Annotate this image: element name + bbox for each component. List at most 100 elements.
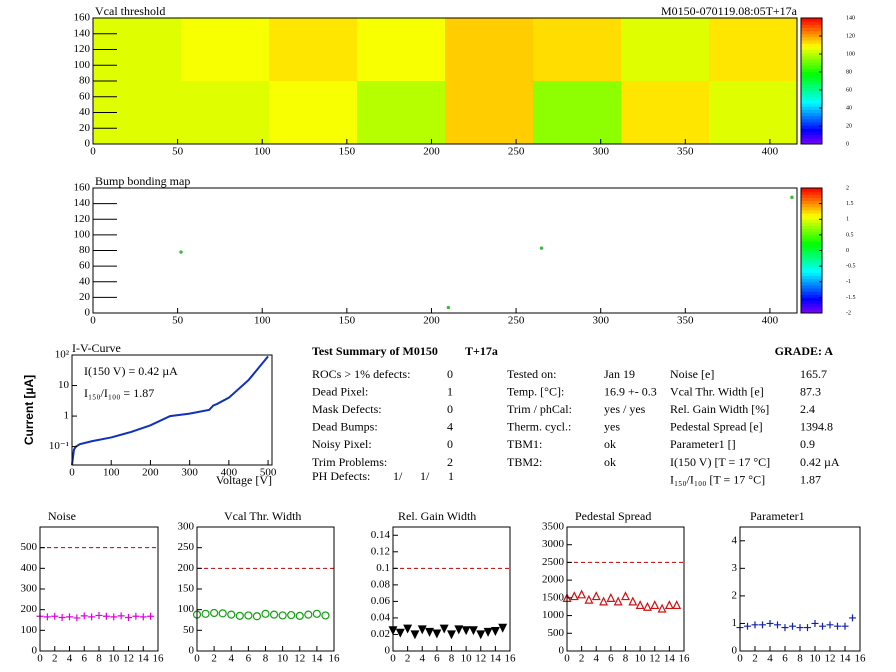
colorbar-step	[801, 90, 822, 95]
y-tick-label: 60	[79, 260, 91, 272]
roc-cell	[269, 81, 357, 144]
x-tick-label: 10	[810, 653, 822, 665]
summary-value: 0	[447, 367, 453, 381]
colorbar-step	[801, 112, 822, 117]
marker	[599, 596, 609, 606]
x-tick-label: 400	[221, 467, 238, 479]
marker	[621, 591, 630, 601]
summary-value: 1	[447, 384, 453, 398]
x-tick-label: 0	[390, 653, 396, 665]
marker	[613, 596, 623, 606]
colorbar-step	[801, 24, 822, 28]
z-tick-label: 60	[846, 87, 852, 93]
colorbar-step	[801, 238, 822, 242]
summary-label: Rel. Gain Width [%]	[670, 402, 769, 416]
summary-label: Therm. cycl.:	[507, 420, 571, 434]
marker	[261, 609, 270, 618]
colorbar-step	[801, 99, 822, 104]
colorbar-step	[801, 303, 822, 308]
colorbar-step	[801, 234, 822, 239]
y-tick-label: 4	[732, 534, 738, 546]
colorbar-step	[801, 278, 822, 283]
roc-cell	[533, 81, 621, 144]
y-tick-label: 200	[21, 603, 38, 615]
z-tick-label: 100	[846, 51, 855, 57]
marker	[201, 609, 210, 618]
colorbar-step	[801, 275, 822, 280]
z-tick-label: 2	[846, 185, 849, 191]
x-tick-label: 4	[420, 653, 426, 665]
colorbar-step	[801, 263, 822, 267]
marker	[476, 630, 486, 640]
marker	[635, 600, 645, 610]
marker	[125, 614, 132, 622]
y-tick-label: 200	[178, 562, 195, 574]
colorbar-step	[801, 284, 822, 289]
colorbar-step	[801, 118, 822, 123]
roc-cell	[709, 81, 797, 144]
colorbar-step	[801, 259, 822, 264]
colorbar-step	[801, 103, 822, 107]
colorbar-step	[801, 77, 822, 82]
colorbar-step	[801, 115, 822, 120]
y-tick-label: 150	[178, 583, 195, 595]
marker	[606, 593, 616, 602]
panel-title: Parameter1	[750, 509, 805, 523]
y-tick-label: 20	[79, 291, 91, 303]
marker	[498, 623, 508, 633]
plot-frame	[92, 187, 798, 314]
x-tick-label: 2	[52, 653, 58, 665]
summary-value: yes / yes	[604, 402, 646, 416]
roc-cell	[181, 81, 269, 144]
colorbar-step	[801, 228, 822, 233]
summary-label: I(150 V) [T = 17 °C]	[670, 455, 770, 469]
x-tick-label: 10	[461, 653, 473, 665]
marker	[110, 613, 118, 621]
roc-cell	[621, 81, 709, 144]
marker	[819, 622, 826, 630]
y-tick-label: 2500	[542, 556, 565, 568]
x-tick-label: 6	[246, 653, 252, 665]
test-summary: Test Summary of M0150 T+17a GRADE: A ROCs >…	[312, 344, 840, 487]
x-tick-label: 14	[840, 653, 852, 665]
marker	[417, 625, 427, 635]
summary-label: Noisy Pixel:	[312, 437, 372, 451]
x-tick-label: 2	[579, 653, 585, 665]
marker	[139, 613, 147, 621]
z-tick-label: 40	[846, 105, 852, 111]
ph-defect-value: 1/	[393, 469, 403, 483]
y-axis-label: Current [µA]	[22, 375, 36, 445]
colorbar-step	[801, 309, 822, 314]
x-tick-label: 8	[623, 653, 629, 665]
summary-label: PH Defects:	[312, 469, 370, 483]
y-tick-label: 0	[85, 138, 91, 150]
y-tick-label: 1	[732, 617, 738, 629]
x-tick-label: 4	[594, 653, 600, 665]
colorbar-step	[801, 93, 822, 98]
y-tick-label: 10⁻¹	[49, 440, 69, 452]
plot-frame	[39, 526, 159, 652]
y-tick-label: 0	[85, 307, 91, 319]
colorbar-step	[801, 288, 822, 292]
plot-frame	[71, 354, 273, 466]
marker	[841, 622, 849, 630]
x-tick-label: 300	[181, 467, 198, 479]
summary-value: 0	[447, 402, 453, 416]
y-tick-label: 1000	[542, 609, 565, 621]
y-tick-label: 160	[74, 182, 91, 194]
colorbar-step	[801, 206, 822, 211]
marker	[569, 591, 579, 601]
y-tick-label: 0	[559, 645, 565, 657]
colorbar-step	[801, 253, 822, 258]
z-tick-label: 1.5	[846, 201, 854, 207]
colorbar-step	[801, 200, 822, 205]
x-tick-label: 10	[277, 653, 289, 665]
y-tick-label: 140	[74, 197, 91, 209]
y-tick-label: 0.12	[371, 545, 390, 557]
colorbar-step	[801, 106, 822, 110]
summary-value: 165.7	[800, 367, 827, 381]
